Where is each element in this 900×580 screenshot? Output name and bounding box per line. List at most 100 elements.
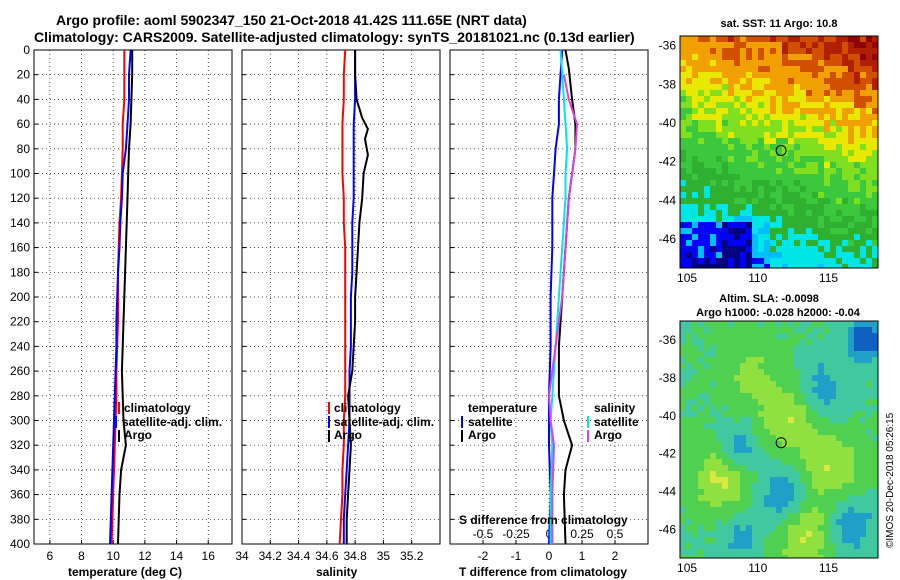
sst-cell: [842, 222, 848, 228]
sst-cell: [752, 258, 758, 264]
sla-cell: [872, 441, 878, 447]
sst-cell: [746, 222, 752, 228]
depth-tick-label: 220: [10, 315, 30, 329]
sla-cell: [806, 465, 812, 471]
sla-cell: [812, 375, 818, 381]
sst-cell: [806, 258, 812, 264]
sla-cell: [860, 429, 866, 435]
sla-cell: [818, 405, 824, 411]
sla-cell: [686, 513, 692, 519]
sla-cell: [770, 327, 776, 333]
sst-cell: [686, 102, 692, 108]
sla-cell: [728, 471, 734, 477]
sst-cell: [872, 144, 878, 150]
sst-cell: [740, 102, 746, 108]
sla-cell: [794, 531, 800, 537]
sst-cell: [698, 114, 704, 120]
sla-cell: [704, 423, 710, 429]
sst-cell: [698, 150, 704, 156]
sla-cell: [752, 387, 758, 393]
sst-cell: [806, 204, 812, 210]
argo-location-marker: [775, 437, 787, 449]
x-tick-label: 35.2: [400, 549, 424, 563]
sst-cell: [812, 102, 818, 108]
sla-cell: [680, 363, 686, 369]
sla-cell: [710, 555, 716, 558]
sla-cell: [728, 543, 734, 549]
sla-cell: [782, 357, 788, 363]
sla-cell: [698, 417, 704, 423]
sla-cell: [680, 399, 686, 405]
sla-cell: [722, 477, 728, 483]
sla-cell: [728, 477, 734, 483]
sla-cell: [776, 381, 782, 387]
sla-cell: [686, 363, 692, 369]
sst-cell: [848, 36, 854, 42]
sst-cell: [836, 168, 842, 174]
sla-cell: [836, 483, 842, 489]
sla-cell: [830, 447, 836, 453]
sst-cell: [860, 222, 866, 228]
sla-cell: [740, 459, 746, 465]
sla-cell: [842, 513, 848, 519]
sla-cell: [824, 525, 830, 531]
sla-cell: [722, 381, 728, 387]
sst-cell: [836, 36, 842, 42]
sla-cell: [752, 369, 758, 375]
sst-cell: [830, 132, 836, 138]
sst-cell: [770, 132, 776, 138]
sst-cell: [758, 246, 764, 252]
sst-cell: [872, 126, 878, 132]
sst-cell: [692, 222, 698, 228]
sla-cell: [770, 351, 776, 357]
sst-cell: [692, 84, 698, 90]
sla-cell: [812, 411, 818, 417]
sla-cell: [728, 459, 734, 465]
sla-cell: [746, 555, 752, 558]
sst-cell: [698, 144, 704, 150]
sst-cell: [788, 234, 794, 240]
sla-cell: [710, 363, 716, 369]
sla-cell: [776, 357, 782, 363]
sla-cell: [782, 381, 788, 387]
sla-cell: [866, 471, 872, 477]
sst-cell: [680, 216, 686, 222]
sst-cell: [770, 192, 776, 198]
sst-cell: [782, 264, 788, 268]
sla-cell: [764, 513, 770, 519]
sla-cell: [722, 375, 728, 381]
sst-cell: [854, 216, 860, 222]
sst-cell: [842, 156, 848, 162]
sla-cell: [728, 501, 734, 507]
sla-cell: [734, 507, 740, 513]
sst-cell: [830, 84, 836, 90]
sst-cell: [776, 246, 782, 252]
lat-tick-label: -38: [659, 77, 677, 91]
sla-cell: [824, 489, 830, 495]
sst-cell: [800, 258, 806, 264]
sla-cell: [776, 423, 782, 429]
sst-cell: [704, 54, 710, 60]
sst-cell: [806, 198, 812, 204]
sst-cell: [770, 108, 776, 114]
sla-cell: [710, 525, 716, 531]
sla-cell: [848, 555, 854, 558]
sla-cell: [782, 477, 788, 483]
sst-cell: [818, 84, 824, 90]
sst-cell: [812, 108, 818, 114]
sla-cell: [722, 555, 728, 558]
sst-cell: [848, 258, 854, 264]
sla-cell: [830, 465, 836, 471]
sst-cell: [854, 150, 860, 156]
sst-cell: [680, 36, 686, 42]
sla-cell: [812, 453, 818, 459]
sla-cell: [824, 327, 830, 333]
sst-cell: [800, 90, 806, 96]
sst-cell: [734, 180, 740, 186]
sla-cell: [704, 537, 710, 543]
sst-cell: [758, 96, 764, 102]
sla-cell: [788, 507, 794, 513]
x-tick-label: 35: [377, 549, 391, 563]
sst-cell: [818, 264, 824, 268]
sla-cell: [812, 435, 818, 441]
